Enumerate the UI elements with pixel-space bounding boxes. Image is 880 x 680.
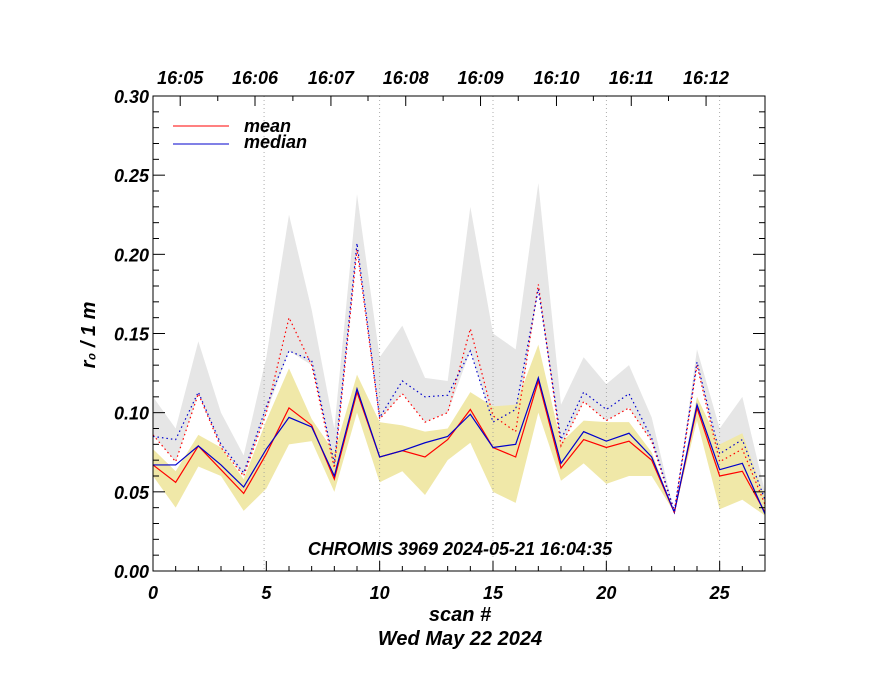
- x-axis-sublabel: Wed May 22 2024: [378, 628, 542, 650]
- y-tick-label: 0.00: [114, 562, 149, 582]
- top-axis-label: 16:06: [232, 68, 279, 88]
- ticks-layer: [152, 95, 766, 572]
- top-axis-label: 16:11: [609, 68, 654, 88]
- top-axis-label: 16:08: [383, 68, 429, 88]
- y-tick-label: 0.05: [114, 483, 150, 503]
- top-axis-label: 16:12: [683, 68, 729, 88]
- y-tick-label: 0.10: [114, 404, 149, 424]
- series-line-mean-upper: [152, 249, 766, 513]
- x-axis-label: scan #: [429, 604, 492, 626]
- y-axis-label: r₀ / 1 m: [78, 302, 100, 369]
- x-tick-label: 15: [483, 583, 504, 603]
- top-axis-label: 16:09: [458, 68, 504, 88]
- legend: mean median: [173, 116, 307, 152]
- bands-layer: [153, 183, 765, 516]
- lines-layer: [152, 243, 766, 515]
- legend-mean-label: mean: [244, 116, 291, 136]
- legend-median-label: median: [244, 132, 307, 152]
- y-tick-label: 0.15: [114, 325, 150, 345]
- x-tick-label: 25: [709, 583, 731, 603]
- x-tick-label: 10: [370, 583, 390, 603]
- top-axis-label: 16:10: [533, 68, 579, 88]
- x-tick-label: 20: [595, 583, 616, 603]
- y-tick-label: 0.25: [114, 166, 150, 186]
- x-tick-label: 5: [261, 583, 272, 603]
- labels-layer: 0 5 10 15 20 25 0.00 0.05 0.10 0.15 0.20 0.25 0.30 16…: [114, 68, 731, 603]
- y-tick-label: 0.30: [114, 87, 149, 107]
- top-axis-label: 16:07: [308, 68, 355, 88]
- x-tick-label: 0: [148, 583, 158, 603]
- series-line-median: [153, 375, 766, 515]
- y-tick-label: 0.20: [114, 245, 149, 265]
- band-max: [153, 183, 765, 513]
- band-mean: [153, 344, 765, 516]
- top-axis-label: 16:05: [157, 68, 204, 88]
- chart-title: CHROMIS 3969 2024-05-21 16:04:35: [308, 539, 613, 559]
